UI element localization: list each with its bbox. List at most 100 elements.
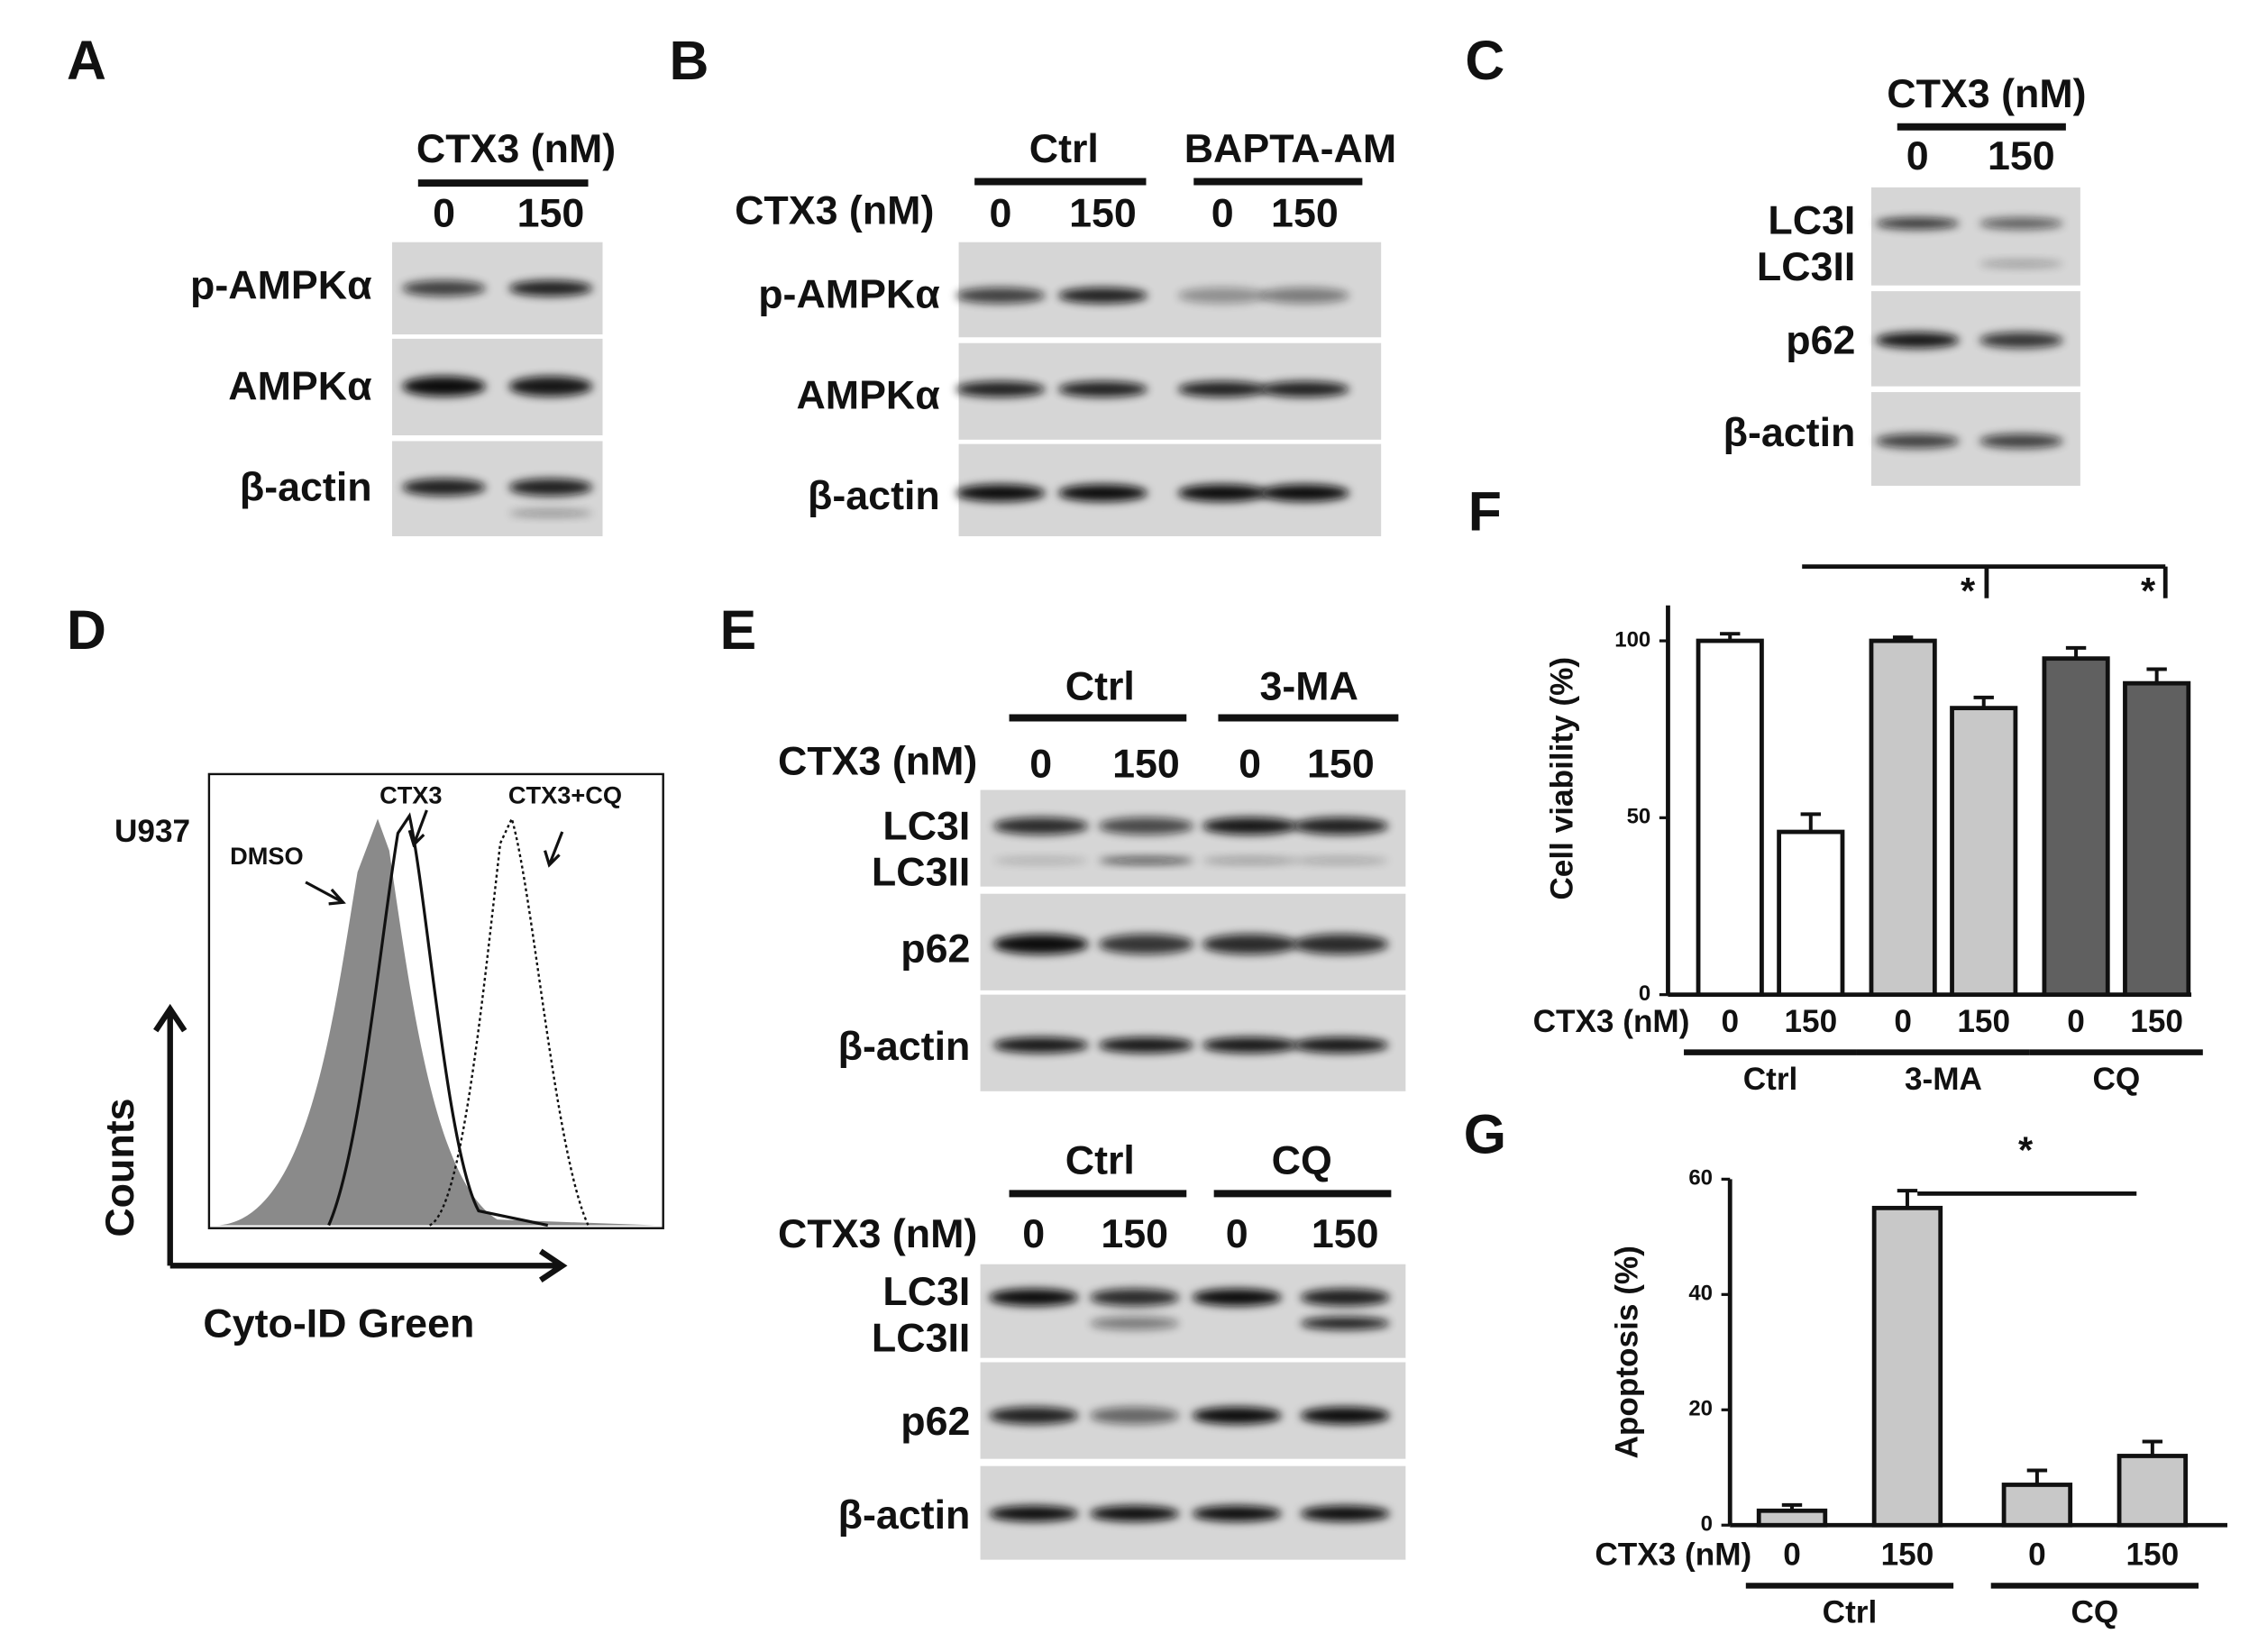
panel-label: D (67, 599, 106, 661)
group-label: CQ (2071, 1595, 2118, 1630)
significance-lines (1802, 564, 2168, 1196)
blot-band (1090, 1288, 1180, 1307)
row-label: β-actin (838, 1492, 971, 1538)
group-label: Ctrl (1823, 1595, 1878, 1630)
curve-label: DMSO (230, 842, 304, 870)
blot-band (992, 1036, 1089, 1054)
y-axis-label: Counts (97, 1098, 142, 1237)
blot-band (1293, 934, 1389, 954)
y-tick-label: 0 (1639, 981, 1650, 1006)
bar (2042, 656, 2110, 998)
row-label: AMPKα (228, 364, 372, 409)
lane-label: 0 (1022, 1211, 1045, 1256)
blot-band (1293, 1036, 1389, 1054)
blot-strip (980, 1264, 1406, 1358)
bar (1777, 829, 1845, 998)
panel-label: F (1468, 481, 1502, 543)
row-label: LC3I (882, 1269, 970, 1314)
bar (2001, 1483, 2073, 1528)
blot-band (508, 479, 593, 497)
row-label: AMPKα (796, 372, 940, 417)
y-tick-label: 100 (1614, 627, 1650, 652)
blot-band (992, 934, 1089, 954)
row-label: LC3II (1757, 244, 1855, 289)
lane-label: 150 (1307, 742, 1375, 787)
blot-band (1090, 1317, 1180, 1330)
blot-band (1979, 217, 2063, 230)
group-label: 3-MA (1905, 1062, 1982, 1097)
blot-band (1202, 934, 1298, 954)
error-bar (2142, 1439, 2163, 1456)
blot-band (1300, 1317, 1390, 1330)
blot-band (1057, 484, 1148, 502)
x-tick-label: 0 (1721, 1004, 1739, 1039)
group-label: Ctrl (1029, 126, 1099, 171)
dmso-histogram (215, 818, 656, 1226)
blot-band (1177, 288, 1267, 304)
lane-label: 0 (1029, 742, 1052, 787)
blot-band (1979, 332, 2063, 349)
flow-panel (153, 772, 664, 1282)
blot-band (1202, 856, 1298, 864)
group-label: BAPTA-AM (1184, 126, 1396, 171)
error-bar (2065, 645, 2087, 659)
x-tick-label: 0 (2067, 1004, 2085, 1039)
treatment-label: CTX3 (nM) (735, 188, 934, 233)
panel-label: E (720, 599, 757, 661)
blot-band (1202, 817, 1298, 835)
blot-band (1979, 434, 2063, 449)
blot-band (1192, 1505, 1282, 1522)
blot-band (1875, 332, 1960, 349)
blot-band (508, 280, 593, 297)
lane-label: 150 (1312, 1211, 1379, 1256)
bar (1696, 638, 1764, 998)
blot-band (402, 280, 486, 297)
error-bar (1892, 635, 1914, 642)
row-label: LC3I (1768, 198, 1855, 243)
significance-mark: * (1961, 570, 1976, 612)
treatment-label: CTX3 (nM) (778, 1211, 977, 1256)
y-tick-label: 60 (1688, 1166, 1713, 1191)
x-tick-label: 150 (1957, 1004, 2010, 1039)
bar (1756, 1508, 1828, 1528)
panel-label: G (1464, 1104, 1506, 1165)
blot-band (508, 509, 593, 517)
blot-band (1259, 288, 1349, 304)
row-label: LC3II (872, 850, 970, 895)
panel-label: B (670, 30, 709, 91)
lane-label: 150 (1271, 191, 1339, 236)
y-axis-label: Apoptosis (%) (1610, 1246, 1645, 1458)
lane-label: 0 (433, 191, 455, 236)
lane-label: 150 (1069, 191, 1137, 236)
x-axis-label: CTX3 (nM) (1595, 1538, 1751, 1573)
lane-label: 150 (1988, 133, 2055, 178)
blot-band (955, 381, 1046, 397)
lane-label: 0 (1906, 133, 1929, 178)
axis-arrows (153, 1003, 568, 1282)
row-label: β-actin (838, 1024, 971, 1069)
blot-band (1192, 1407, 1282, 1425)
significance-mark: * (2018, 1129, 2034, 1172)
ctx3-cq-histogram (429, 816, 590, 1227)
group-label: CQ (2092, 1062, 2140, 1097)
blot-strip (980, 789, 1406, 887)
blot-band (1202, 1036, 1298, 1054)
error-bar (1781, 1502, 1803, 1511)
group-label: Ctrl (1065, 1138, 1135, 1183)
bar (1950, 706, 2018, 998)
blot-band (1300, 1407, 1390, 1425)
x-axis-label: Cyto-ID Green (203, 1301, 474, 1346)
blot-band (508, 376, 593, 397)
panel-label: A (67, 30, 106, 91)
blot-band (1259, 381, 1349, 397)
blot-band (992, 817, 1089, 835)
blot-band (1177, 484, 1267, 502)
row-label: β-actin (1723, 410, 1856, 455)
blot-band (1300, 1288, 1390, 1307)
arrow (305, 881, 346, 906)
bar (1869, 638, 1937, 998)
error-bar (1720, 632, 1741, 642)
blot-band (1293, 817, 1389, 835)
x-tick-label: 0 (2028, 1538, 2046, 1573)
blot-band (1177, 381, 1267, 397)
